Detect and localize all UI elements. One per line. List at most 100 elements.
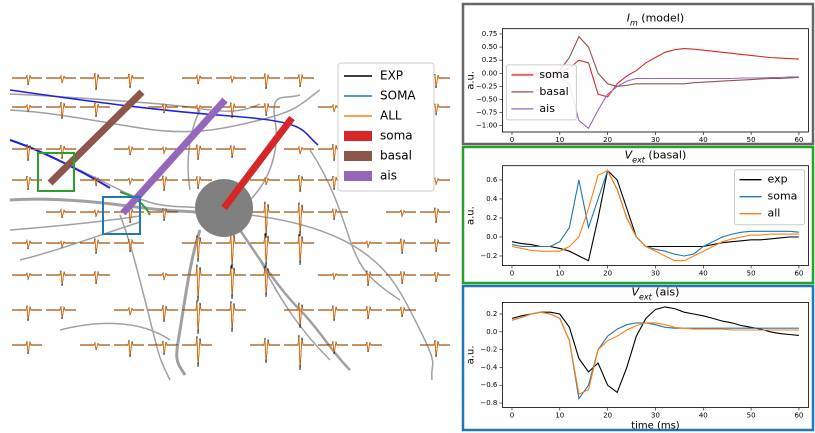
trace-all	[284, 236, 314, 260]
x-tick-label: 50	[747, 412, 756, 420]
trace-all	[352, 272, 382, 284]
y-tick-label: −0.4	[480, 363, 498, 371]
trace-all	[114, 309, 144, 315]
trace-all	[182, 76, 212, 83]
y-tick-label: −0.25	[476, 82, 497, 90]
trace-all	[318, 307, 348, 319]
legend-label: soma	[768, 190, 798, 203]
trace-all	[182, 237, 212, 258]
y-axis-label: a.u.	[465, 206, 476, 225]
x-tick-label: 20	[603, 136, 612, 144]
trace-all	[148, 148, 178, 152]
dendrite	[250, 95, 300, 200]
trace-all	[420, 240, 450, 250]
y-tick-label: 0.6	[486, 176, 498, 184]
y-tick-label: −0.75	[476, 109, 497, 117]
trace-all	[284, 176, 314, 189]
trace-all	[80, 344, 110, 350]
trace-all	[352, 242, 382, 246]
x-tick-label: 30	[651, 412, 660, 420]
legend-label: ALL	[380, 109, 402, 123]
trace-all	[148, 274, 178, 280]
x-tick-label: 60	[794, 136, 803, 144]
trace-all	[284, 148, 314, 154]
x-tick-label: 20	[603, 270, 612, 278]
y-tick-label: −0.50	[476, 95, 497, 103]
trace-all	[80, 104, 110, 115]
trace-all	[80, 240, 110, 252]
x-tick-label: 50	[747, 136, 756, 144]
trace-all	[284, 338, 314, 366]
y-tick-label: −0.8	[480, 399, 497, 407]
trace-all	[216, 235, 246, 264]
trace-all	[250, 340, 280, 360]
trace-all	[148, 306, 178, 319]
x-tick-label: 10	[555, 412, 564, 420]
legend-label: SOMA	[380, 89, 416, 103]
title-part: m	[630, 19, 638, 28]
y-tick-label: 0.0	[486, 233, 497, 241]
x-tick-label: 40	[699, 136, 708, 144]
y-tick-label: 0.2	[486, 310, 497, 318]
panel-frame	[463, 286, 813, 430]
trace-all	[12, 241, 42, 248]
legend-label: soma	[380, 129, 413, 143]
x-tick-label: 0	[510, 136, 514, 144]
y-tick-label: 0.0	[486, 328, 497, 336]
figure: EXPSOMAALLsomabasalais Im (model)a.u.−1.…	[0, 0, 815, 433]
trace-all	[46, 272, 76, 284]
trace-all	[80, 178, 110, 185]
y-axis-label: a.u.	[465, 346, 476, 365]
trace-all	[46, 77, 76, 83]
trace-all	[80, 211, 110, 215]
trace-all	[46, 146, 76, 157]
y-tick-label: 0.75	[482, 30, 498, 38]
x-tick-label: 0	[510, 270, 514, 278]
trace-all	[114, 179, 144, 183]
x-tick-label: 10	[555, 136, 564, 144]
trace-all	[318, 210, 348, 219]
x-tick-label: 60	[794, 270, 803, 278]
trace-all	[386, 240, 416, 252]
trace-all	[352, 307, 382, 317]
x-tick-label: 60	[794, 412, 803, 420]
x-tick-label: 50	[747, 270, 756, 278]
legend-patch	[344, 131, 372, 141]
trace-all	[12, 274, 42, 278]
trace-all	[148, 342, 178, 353]
soma-electrode	[224, 118, 292, 208]
trace-all	[216, 268, 246, 294]
chart-panel: Im (model)a.u.−1.00−0.75−0.50−0.250.000.…	[463, 4, 813, 144]
trace-all	[80, 74, 110, 87]
legend-label: ais	[539, 102, 555, 115]
x-tick-label: 30	[651, 270, 660, 278]
trace-all	[12, 307, 42, 319]
legend-label: exp	[768, 173, 788, 186]
trace-all	[420, 209, 450, 221]
trace-all	[114, 240, 144, 250]
trace-all	[216, 303, 246, 327]
y-axis-label: a.u.	[465, 71, 476, 90]
title-part: ext	[632, 156, 646, 165]
dendrite	[120, 215, 170, 380]
y-tick-label: 0.50	[482, 43, 498, 51]
x-tick-label: 10	[555, 270, 564, 278]
legend-label: all	[768, 207, 781, 220]
trace-all	[250, 75, 280, 87]
trace-all	[216, 77, 246, 81]
trace-all	[114, 147, 144, 154]
x-tick-label: 30	[651, 136, 660, 144]
trace-all	[216, 146, 246, 156]
trace-all	[420, 341, 450, 354]
x-axis-label: time (ms)	[631, 421, 680, 432]
trace-all	[46, 307, 76, 317]
title-part: (model)	[638, 12, 684, 25]
y-tick-label: 0.2	[486, 214, 497, 222]
title-part: (ais)	[652, 285, 680, 298]
trace-all	[182, 338, 212, 362]
trace-all	[420, 273, 450, 281]
title-part: ext	[639, 292, 653, 301]
trace-all	[250, 236, 280, 262]
legend-label: basal	[539, 85, 568, 98]
